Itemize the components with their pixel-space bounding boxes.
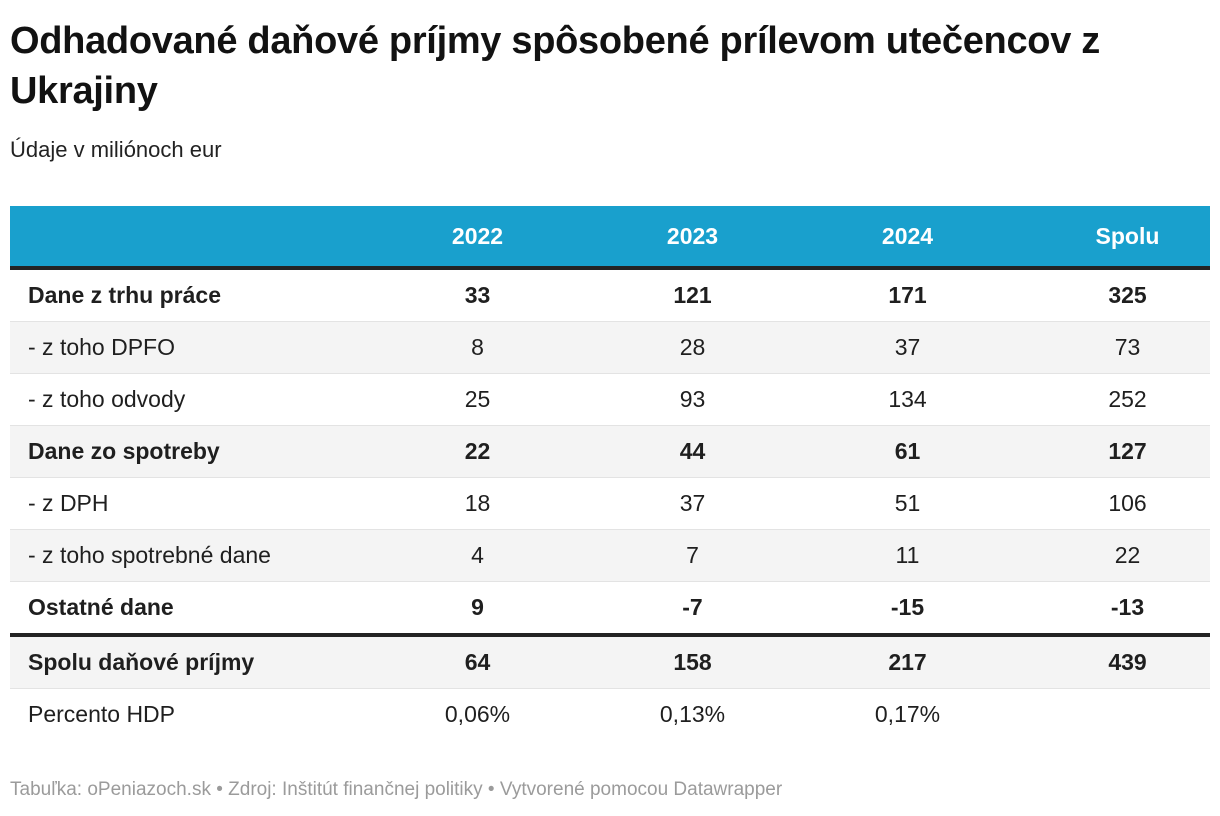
subtitle: Údaje v miliónoch eur — [10, 137, 222, 162]
header-row: 2022 2023 2024 Spolu — [10, 206, 1210, 270]
row-label: - z toho DPFO — [10, 321, 370, 374]
row-label: - z DPH — [10, 477, 370, 530]
cell-value: 439 — [1015, 633, 1210, 689]
cell-value: 158 — [585, 633, 800, 689]
cell-value: 325 — [1108, 282, 1147, 308]
table-row: - z toho spotrebné dane 4 7 11 22 — [10, 529, 1210, 582]
cell-value: 0,06% — [370, 688, 585, 740]
cell-value: 18 — [370, 477, 585, 530]
column-header-2023: 2023 — [585, 206, 800, 270]
table-row-total: Spolu daňové príjmy 64 158 217 439 — [10, 633, 1210, 689]
cell-value: 106 — [1015, 477, 1210, 530]
cell-value: -7 — [585, 581, 800, 635]
column-header-spolu: Spolu — [1015, 206, 1210, 270]
table-row: Ostatné dane 9 -7 -15 -13 — [10, 581, 1210, 635]
cell-value: -15 — [800, 581, 1015, 635]
cell-value: 0,13% — [585, 688, 800, 740]
table-row: Dane zo spotreby 22 44 61 127 — [10, 425, 1210, 478]
cell-value: 51 — [800, 477, 1015, 530]
cell-value: 44 — [585, 425, 800, 478]
cell-value: 171 — [888, 282, 927, 308]
row-label: Percento HDP — [10, 688, 370, 740]
tax-revenue-table: 2022 2023 2024 Spolu Dane z trhu práce 3… — [10, 206, 1210, 740]
cell-value: 22 — [1015, 529, 1210, 582]
cell-value: 61 — [800, 425, 1015, 478]
cell-value: 73 — [1015, 321, 1210, 374]
cell-value: 0,17% — [800, 688, 1015, 740]
cell-value: 134 — [800, 373, 1015, 426]
cell-value: 127 — [1015, 425, 1210, 478]
cell-value: 4 — [370, 529, 585, 582]
cell-value: 121 — [673, 282, 712, 308]
row-label: Spolu daňové príjmy — [10, 633, 370, 689]
cell-value: 217 — [800, 633, 1015, 689]
cell-value: 93 — [585, 373, 800, 426]
cell-value: -13 — [1015, 581, 1210, 635]
column-header-2022: 2022 — [370, 206, 585, 270]
row-label: Dane z trhu práce — [28, 282, 221, 308]
table-row: Percento HDP 0,06% 0,13% 0,17% — [10, 688, 1210, 740]
table-row: Dane z trhu práce 33 121 171 325 — [10, 268, 1210, 322]
cell-value: 252 — [1015, 373, 1210, 426]
cell-value: 37 — [585, 477, 800, 530]
row-label: - z toho odvody — [10, 373, 370, 426]
cell-value: 33 — [464, 282, 491, 308]
table-row: - z toho odvody 25 93 134 252 — [10, 373, 1210, 426]
cell-value: 9 — [370, 581, 585, 635]
row-label: Dane zo spotreby — [10, 425, 370, 478]
row-label: - z toho spotrebné dane — [10, 529, 370, 582]
cell-value: 64 — [370, 633, 585, 689]
cell-value: 22 — [370, 425, 585, 478]
cell-value: 25 — [370, 373, 585, 426]
table-header: 2022 2023 2024 Spolu — [10, 206, 1210, 270]
cell-value: 37 — [800, 321, 1015, 374]
page-title: Odhadované daňové príjmy spôsobené príle… — [10, 20, 1101, 112]
row-label: Ostatné dane — [10, 581, 370, 635]
cell-value: 28 — [585, 321, 800, 374]
cell-value: 8 — [370, 321, 585, 374]
table-row: - z DPH 18 37 51 106 — [10, 477, 1210, 530]
cell-value: 11 — [800, 529, 1015, 582]
cell-value: 7 — [585, 529, 800, 582]
credit-line: Tabuľka: oPeniazoch.sk • Zdroj: Inštitút… — [10, 779, 783, 800]
column-header-2024: 2024 — [800, 206, 1015, 270]
cell-value — [1015, 688, 1210, 740]
corner-cell — [10, 206, 370, 270]
table-body: Dane z trhu práce 33 121 171 325 - z toh… — [10, 268, 1210, 740]
table-row: - z toho DPFO 8 28 37 73 — [10, 321, 1210, 374]
datawrapper-table-card: Odhadované daňové príjmy spôsobené príle… — [0, 16, 1220, 801]
